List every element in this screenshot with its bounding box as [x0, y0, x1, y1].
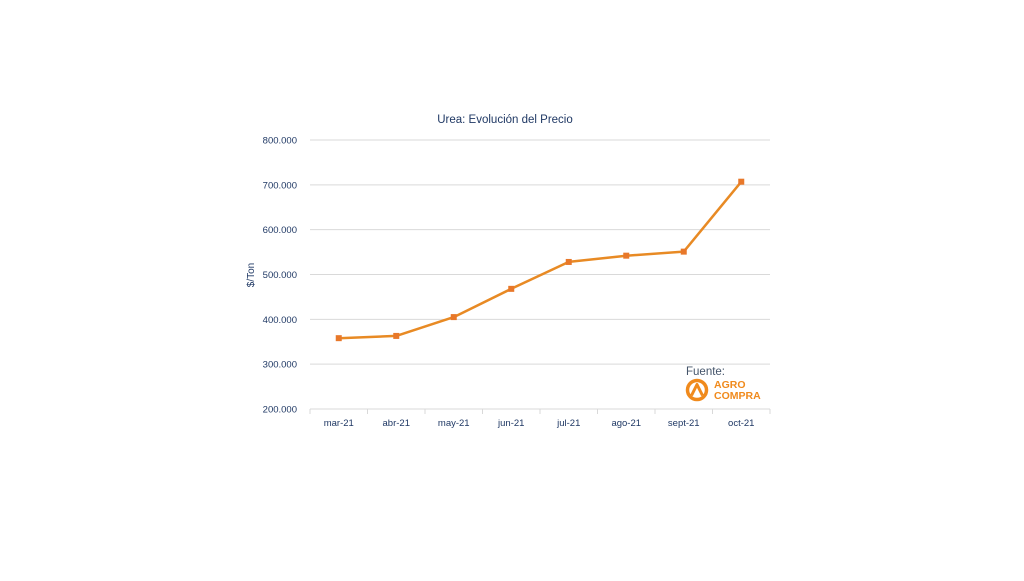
chart-title: Urea: Evolución del Precio	[437, 114, 573, 126]
x-tick-label: mar-21	[324, 418, 354, 429]
y-axis-label: $/Ton	[246, 263, 257, 287]
y-tick-label: 500.000	[263, 270, 297, 281]
y-tick-label: 700.000	[263, 180, 297, 191]
gridlines	[310, 139, 770, 365]
logo-text-compra: COMPRA	[714, 390, 761, 402]
y-tick-label: 400.000	[263, 315, 297, 326]
x-tick-label: jun-21	[497, 418, 524, 429]
x-tick-label: oct-21	[728, 418, 754, 429]
x-axis-ticks: mar-21 abr-21 may-21 jun-21 jul-21 ago-21 sept…	[324, 418, 755, 429]
data-point	[335, 335, 342, 342]
x-tick-label: may-21	[438, 418, 470, 429]
source-attribution: Fuente: AGRO COMPRA	[685, 366, 761, 402]
agrocompra-logo-icon	[685, 378, 709, 402]
y-axis-ticks: 200.000 300.000 400.000 500.000 600.000 700.0…	[263, 136, 297, 416]
x-tick-label: abr-21	[383, 418, 410, 429]
x-tick-label: sept-21	[668, 418, 700, 429]
x-axis	[309, 408, 771, 414]
data-point	[393, 332, 400, 339]
source-label: Fuente:	[686, 366, 725, 378]
data-point	[738, 178, 745, 185]
data-point	[680, 248, 687, 255]
logo-text-agro: AGRO	[714, 379, 746, 391]
data-point	[623, 252, 630, 259]
x-tick-label: ago-21	[611, 418, 641, 429]
y-tick-label: 800.000	[263, 136, 297, 147]
data-point	[565, 258, 572, 265]
y-tick-label: 300.000	[263, 360, 297, 371]
data-point	[508, 285, 515, 292]
series-line	[338, 180, 743, 340]
y-tick-label: 200.000	[263, 405, 297, 416]
series-layer	[335, 178, 745, 342]
data-point	[450, 314, 457, 321]
x-tick-label: jul-21	[556, 418, 580, 429]
y-tick-label: 600.000	[263, 225, 297, 236]
